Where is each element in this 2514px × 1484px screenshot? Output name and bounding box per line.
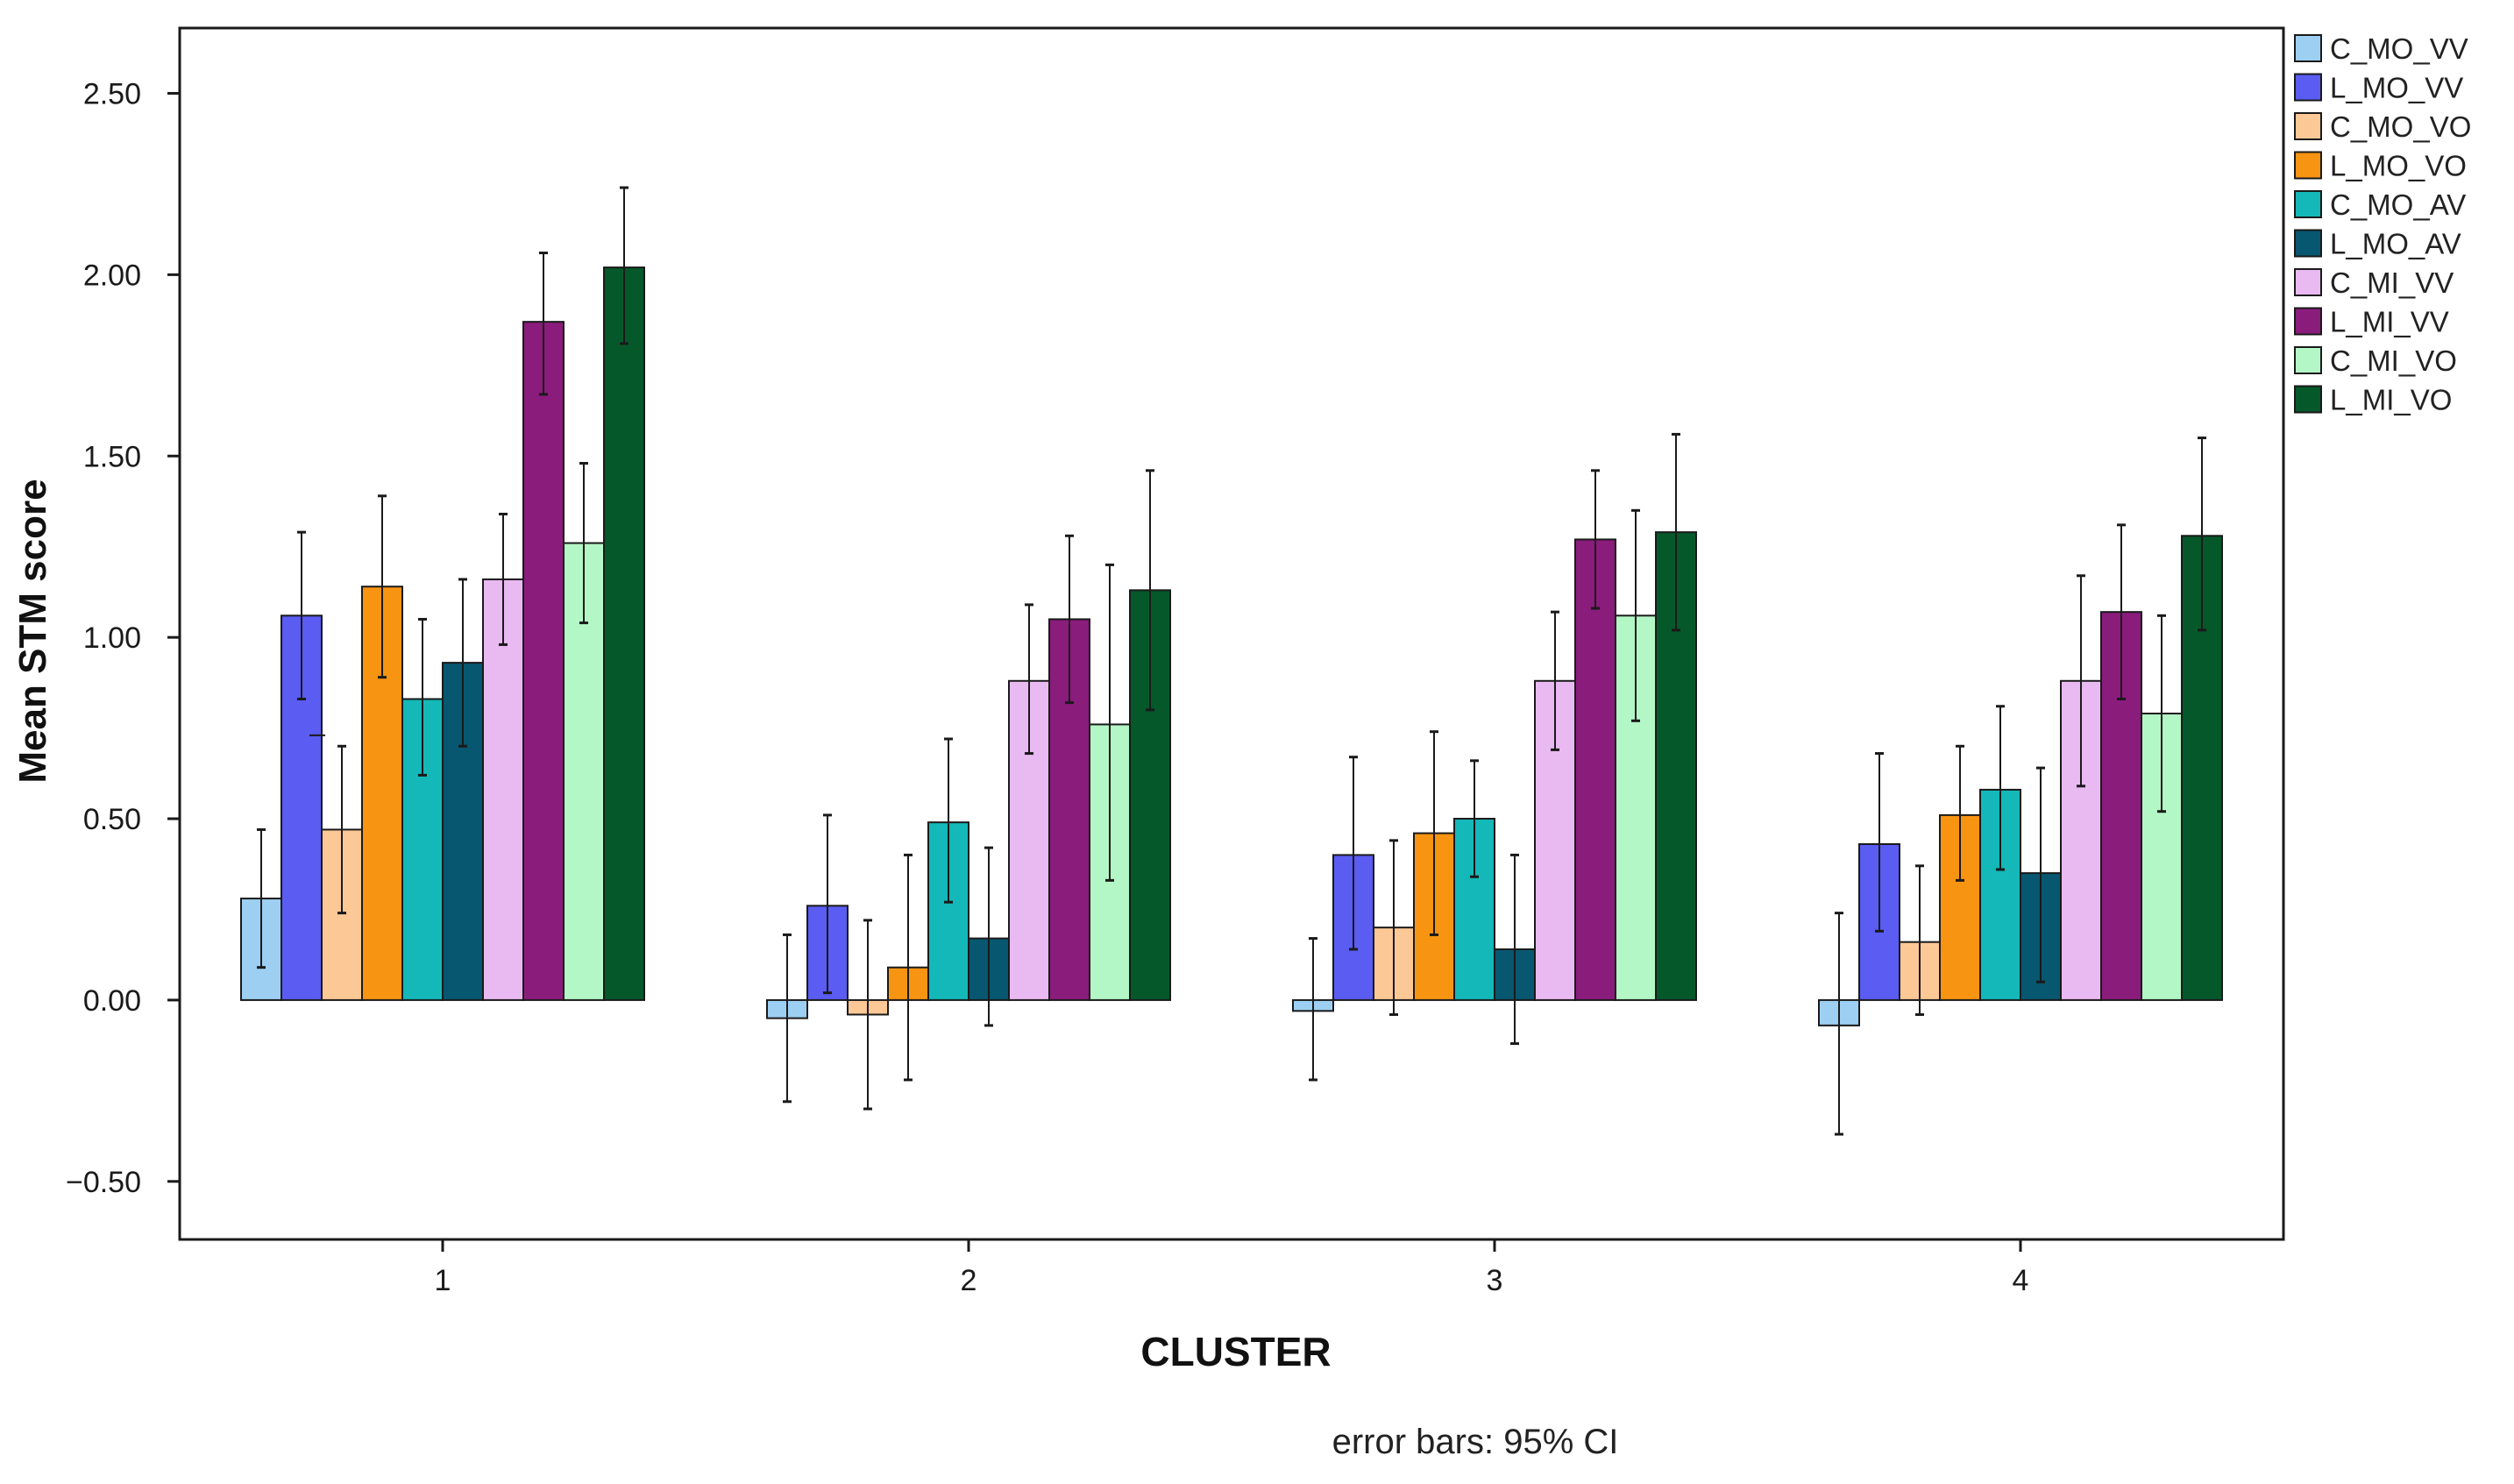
error-bar: [1996, 705, 2005, 871]
error-bar: [1915, 864, 1924, 1016]
error-bar: [1956, 744, 1964, 882]
y-tick-label: 0.00: [83, 984, 141, 1018]
error-bar: [904, 853, 913, 1082]
y-tick-label: 0.50: [83, 803, 141, 836]
error-bar: [2198, 437, 2206, 632]
x-tick-label: 4: [2013, 1264, 2029, 1297]
error-bar: [378, 494, 387, 679]
y-tick-label: 2.00: [83, 259, 141, 292]
legend-swatch: [2294, 385, 2322, 414]
y-tick-label: 1.50: [83, 440, 141, 473]
error-bar: [499, 512, 508, 646]
legend-swatch: [2294, 229, 2322, 258]
legend-label: C_MI_VO: [2330, 344, 2457, 377]
error-bar: [783, 933, 792, 1104]
error-bar: [2117, 523, 2126, 700]
error-bar: [1349, 756, 1358, 951]
error-bar: [1146, 469, 1154, 712]
error-bar: [2036, 766, 2045, 983]
error-bar: [2157, 614, 2166, 813]
error-bar: [1591, 469, 1600, 610]
x-axis-title: CLUSTER: [1140, 1329, 1331, 1374]
error-bar: [418, 617, 427, 777]
legend-swatch: [2294, 268, 2322, 296]
legend-item-l-mo-vo: L_MO_VO: [2294, 150, 2467, 182]
error-bar: [1672, 432, 1680, 632]
error-bar: [1025, 603, 1033, 756]
legend-swatch: [2294, 73, 2322, 102]
x-axis: 1 2 3 4: [435, 1239, 2029, 1297]
y-tick-label: −0.50: [66, 1166, 141, 1199]
legend-swatch: [2294, 34, 2322, 62]
legend-item-c-mo-av: C_MO_AV: [2294, 188, 2466, 221]
error-bar: [1065, 534, 1074, 705]
error-bar: [1835, 912, 1843, 1136]
error-bar: [984, 846, 993, 1027]
legend-item-c-mo-vo: C_MO_VO: [2294, 110, 2471, 143]
legend-label: L_MO_AV: [2330, 228, 2461, 260]
legend-item-l-mo-vv: L_MO_VV: [2294, 72, 2463, 104]
legend-label: L_MO_VV: [2330, 72, 2463, 104]
legend-label: L_MI_VV: [2330, 306, 2449, 338]
legend-item-c-mi-vo: C_MI_VO: [2294, 344, 2457, 377]
legend-item-c-mi-vv: C_MI_VV: [2294, 266, 2454, 299]
legend-swatch: [2294, 346, 2322, 374]
legend-label: C_MO_VV: [2330, 32, 2468, 65]
error-bar: [337, 744, 346, 915]
legend-item-l-mo-av: L_MO_AV: [2294, 228, 2461, 260]
error-bar: [579, 462, 588, 625]
error-bar: [863, 919, 872, 1111]
error-bars-layer: [257, 186, 2206, 1136]
x-tick-label: 1: [435, 1264, 451, 1297]
error-bar: [1875, 752, 1884, 933]
error-bars-note: error bars: 95% CI: [1332, 1423, 1619, 1461]
legend-label: L_MI_VO: [2330, 384, 2452, 416]
error-bar: [1105, 563, 1114, 882]
y-axis-title: Mean STM score: [11, 479, 54, 783]
error-bar: [1389, 839, 1398, 1016]
error-bar: [458, 578, 467, 748]
error-bar: [944, 737, 953, 904]
legend-label: C_MO_AV: [2330, 188, 2466, 221]
error-bar: [1470, 759, 1479, 878]
error-bar: [257, 827, 266, 969]
legend-label: C_MO_VO: [2330, 110, 2471, 143]
legend-swatch: [2294, 112, 2322, 140]
bar-l-mi-vv-cluster-1: [522, 321, 565, 1001]
legend-item-c-mo-vv: C_MO_VV: [2294, 32, 2468, 65]
error-bar: [620, 186, 628, 345]
legend-swatch: [2294, 307, 2322, 336]
error-bar: [823, 813, 832, 995]
legend: C_MO_VV L_MO_VV C_MO_VO L_MO_VO C_MO_AV L_MO_…: [2294, 32, 2471, 416]
error-bar: [1430, 730, 1438, 936]
bar-l-mi-vo-cluster-1: [603, 266, 645, 1001]
y-tick-label: 1.00: [83, 621, 141, 655]
legend-item-l-mi-vo: L_MI_VO: [2294, 384, 2452, 416]
legend-swatch: [2294, 190, 2322, 218]
error-bar: [297, 530, 306, 700]
error-bar: [1309, 937, 1317, 1082]
legend-swatch: [2294, 151, 2322, 180]
error-bar: [1551, 610, 1559, 751]
error-bar: [539, 252, 548, 396]
x-tick-label: 3: [1487, 1264, 1503, 1297]
x-tick-label: 2: [961, 1264, 977, 1297]
error-bar: [2077, 574, 2085, 788]
error-bar: [1510, 853, 1519, 1046]
y-tick-label: 2.50: [83, 77, 141, 110]
legend-item-l-mi-vv: L_MI_VV: [2294, 306, 2449, 338]
bar-l-mi-vv-cluster-3: [1574, 538, 1616, 1001]
error-bar: [1631, 508, 1640, 722]
y-axis: −0.50 0.00 0.50 1.00 1.50 2.00 2.50: [66, 77, 180, 1199]
legend-label: C_MI_VV: [2330, 266, 2454, 299]
legend-label: L_MO_VO: [2330, 150, 2467, 182]
